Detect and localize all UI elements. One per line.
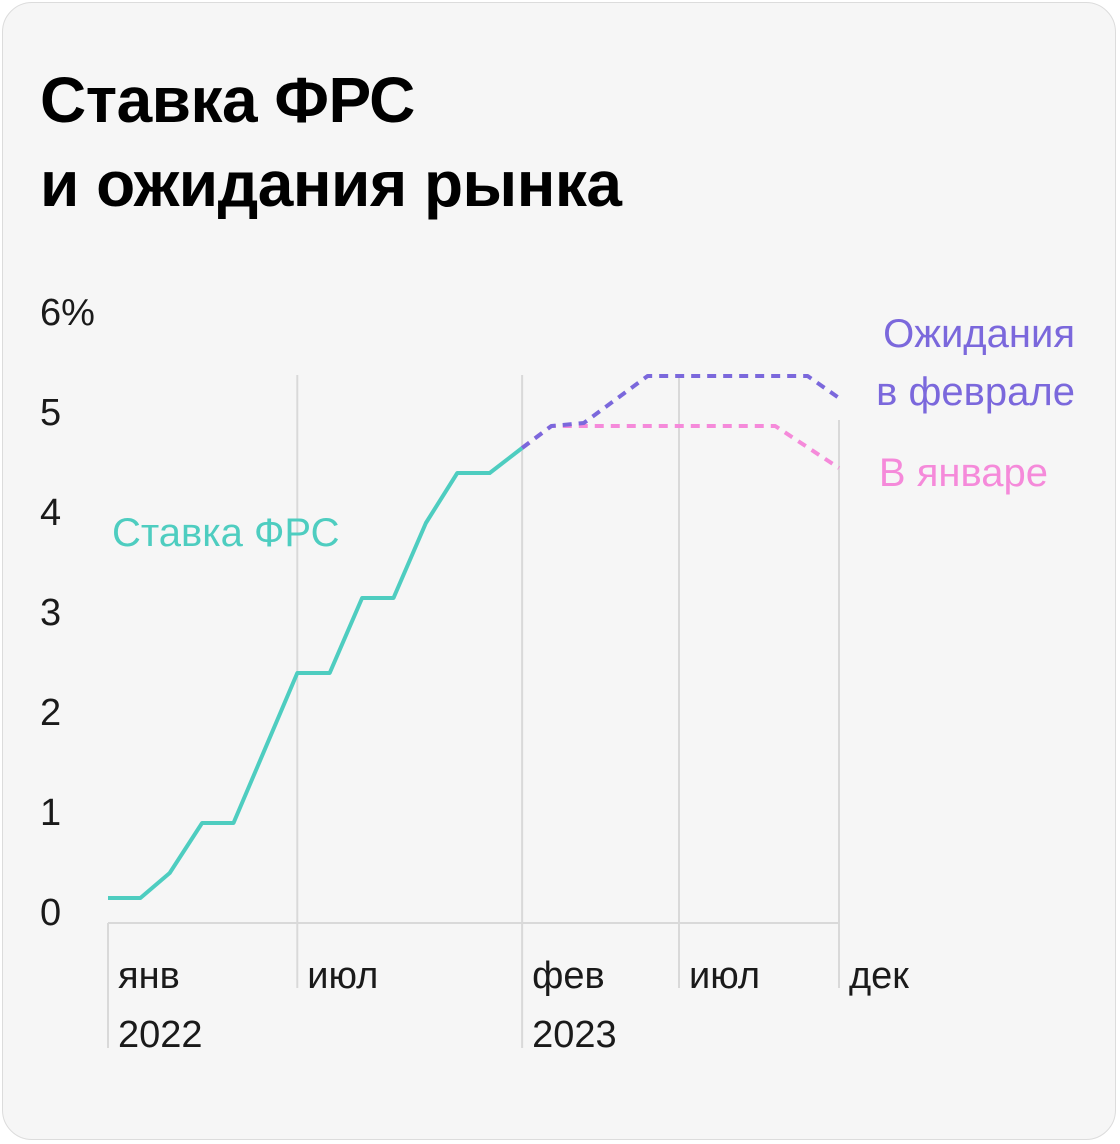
- y-tick-label: 2: [40, 692, 61, 734]
- chart-title-line-2: и ожидания рынка: [40, 148, 622, 220]
- series-line-fed-rate: [108, 446, 524, 900]
- y-axis-ticks: 6% 5 4 3 2 1 0: [40, 292, 95, 934]
- x-axis-ticks: янв 2022 июл фев 2023 июл дек: [118, 955, 909, 1056]
- y-tick-label: 6%: [40, 292, 95, 334]
- x-tick-label: янв: [118, 955, 180, 997]
- x-tick-label: июл: [307, 955, 378, 997]
- series-label: Ставка ФРС: [112, 511, 340, 555]
- y-tick-label: 4: [40, 492, 61, 534]
- x-tick-year: 2023: [532, 1014, 617, 1056]
- y-tick-label: 3: [40, 592, 61, 634]
- series-layer: [108, 374, 841, 900]
- x-tick-label: дек: [849, 955, 909, 997]
- chart-title: Ставка ФРС и ожидания рынка: [40, 58, 622, 226]
- series-line-jan-expectations: [520, 424, 841, 470]
- series-label: В январе: [879, 451, 1048, 495]
- series-label: в феврале: [876, 370, 1075, 414]
- chart-title-line-1: Ставка ФРС: [40, 64, 415, 136]
- y-tick-label: 1: [40, 792, 61, 834]
- y-tick-label: 5: [40, 392, 61, 434]
- x-tick-year: 2022: [118, 1014, 203, 1056]
- series-label: Ожидания: [883, 312, 1075, 356]
- x-tick-label: июл: [689, 955, 760, 997]
- series-labels: Ставка ФРС Ожидания в феврале В январе: [112, 312, 1075, 555]
- y-tick-label: 0: [40, 892, 61, 934]
- grid-layer: [107, 375, 840, 1048]
- x-tick-label: фев: [532, 955, 605, 997]
